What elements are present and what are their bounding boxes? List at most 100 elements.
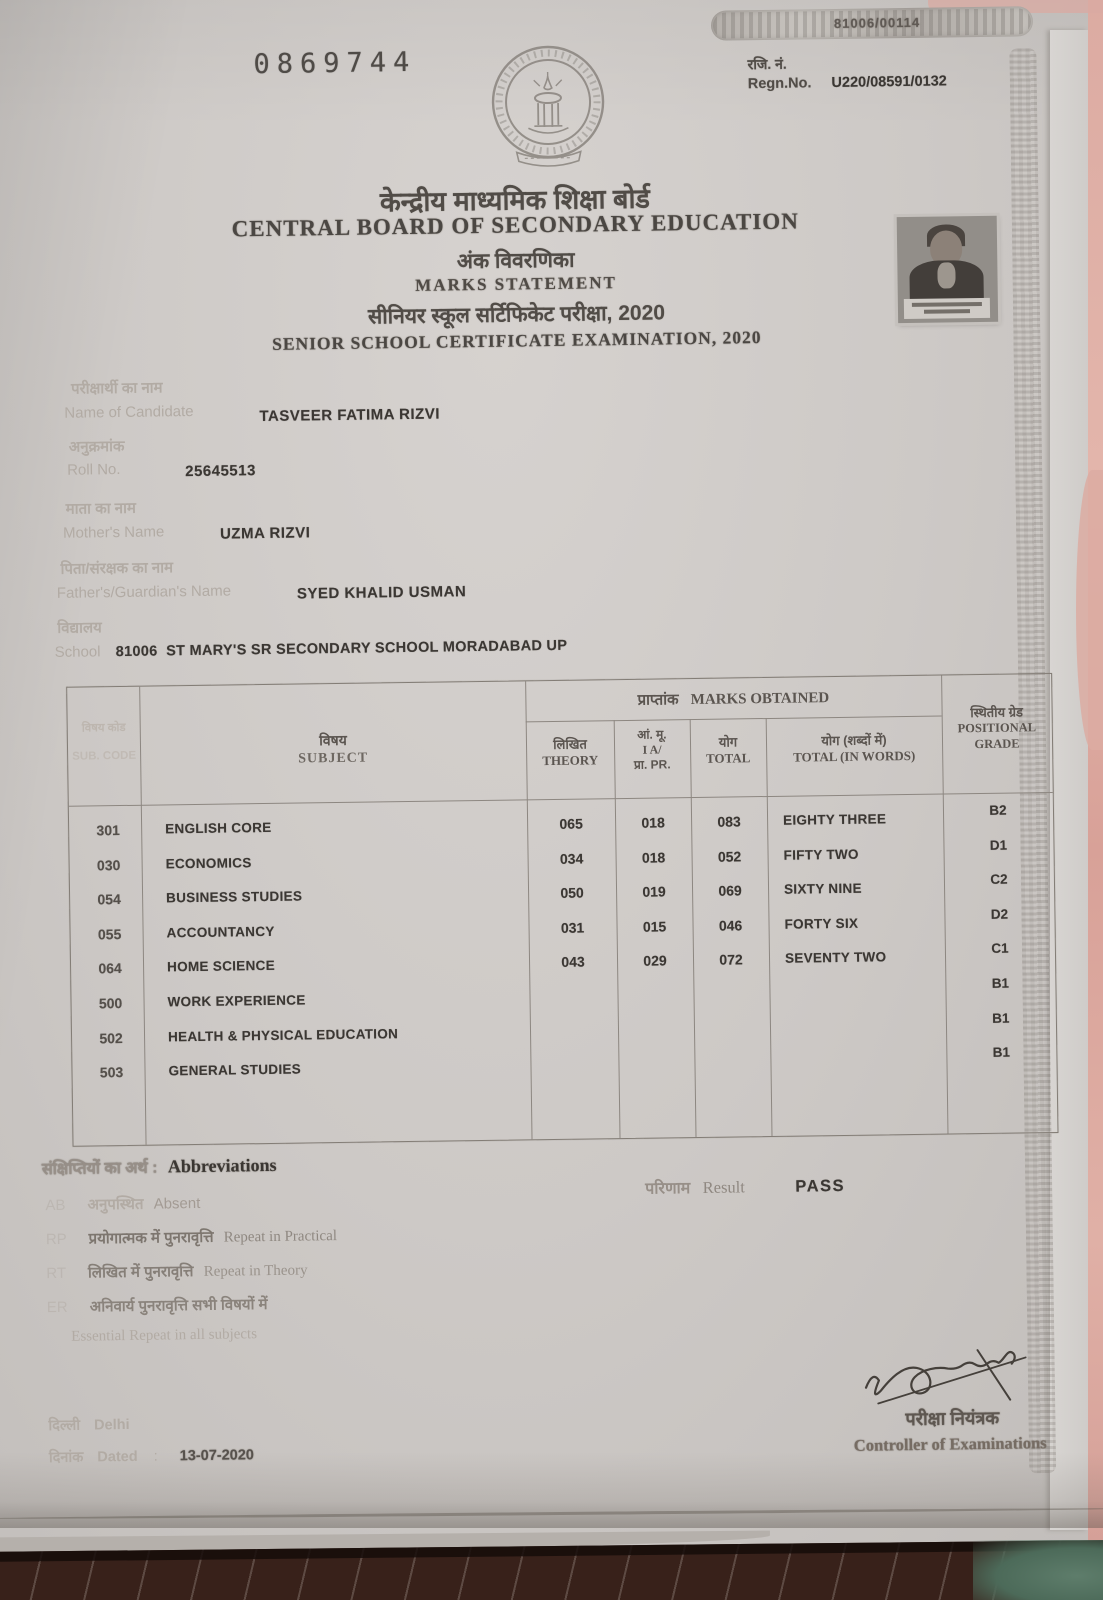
- theory-header-english: THEORY: [542, 752, 599, 769]
- ia-header-line2: I A/: [642, 742, 662, 757]
- marks-table: प्राप्तांक MARKS OBTAINED विषय कोड SUB. …: [66, 673, 1059, 1147]
- mother-label: Mother's Name: [62, 523, 165, 542]
- total-column-header: योग TOTAL: [690, 734, 766, 768]
- subject-code-cell: 055: [97, 926, 122, 943]
- total-header-hindi: योग: [718, 734, 738, 750]
- grade-cell: B2: [989, 802, 1007, 818]
- abbreviation-item: RP प्रयोगात्मक में पुनरावृत्ति Repeat in…: [46, 1225, 337, 1249]
- ia-marks-cell: 019: [642, 883, 666, 900]
- abbr-code: RT: [46, 1264, 66, 1283]
- result-value: PASS: [795, 1176, 846, 1196]
- total-marks-cell: [694, 1021, 770, 1022]
- ia-marks-cell: 015: [642, 918, 667, 935]
- subject-name-cell: HEALTH & PHYSICAL EDUCATION: [167, 1026, 399, 1045]
- abbreviation-item: RT लिखित में पुनरावृत्ति Repeat in Theor…: [46, 1259, 307, 1283]
- dated-value: 13-07-2020: [179, 1447, 255, 1465]
- grade-cell: C2: [990, 871, 1008, 887]
- total-words-cell: EIGHTY THREE: [782, 811, 887, 828]
- abbreviations-title-hindi: संक्षिप्तियों का अर्थ :: [41, 1159, 158, 1179]
- table-line: [525, 715, 942, 723]
- grade-cell: B1: [992, 1044, 1011, 1060]
- ia-marks-cell: [618, 1056, 694, 1057]
- backdrop-pink-strip: [1088, 0, 1103, 1545]
- backdrop-pink-bulge: [1076, 470, 1103, 750]
- abbr-hindi: लिखित में पुनरावृत्ति: [87, 1263, 194, 1282]
- theory-marks-cell: [529, 988, 617, 989]
- grade-header-english1: POSITIONAL: [957, 720, 1037, 736]
- mother-label-hindi: माता का नाम: [65, 499, 137, 518]
- grade-header-hindi: स्थितीय ग्रेड: [970, 704, 1024, 721]
- grade-cell: B1: [991, 975, 1010, 991]
- school-label: School: [54, 643, 101, 661]
- cbse-logo-icon: [491, 45, 605, 167]
- abbr-hindi: अनिवार्य पुनरावृत्ति सभी विषयों में: [89, 1296, 268, 1316]
- theory-marks-cell: 050: [560, 884, 584, 901]
- place-hindi: दिल्ली: [48, 1417, 81, 1435]
- total-marks-cell: 069: [718, 882, 742, 899]
- abbr-code: ER: [46, 1298, 68, 1317]
- abbr-code: AB: [45, 1196, 66, 1215]
- ia-header-line3: प्रा. PR.: [633, 757, 671, 772]
- table-line: [68, 792, 1053, 807]
- grade-cell: D2: [990, 906, 1009, 922]
- subject-name-cell: WORK EXPERIENCE: [167, 992, 306, 1010]
- regn-label-hindi: रजि. नं.: [747, 55, 787, 73]
- paper-bottom-shadow: [0, 1452, 1103, 1528]
- marks-obtained-header: प्राप्तांक MARKS OBTAINED: [525, 688, 941, 713]
- signature-icon: [864, 1349, 1027, 1405]
- dated-line: दिनांक Dated : 13-07-2020: [49, 1444, 254, 1467]
- total-marks-cell: 052: [717, 848, 742, 865]
- total-marks-cell: 072: [719, 951, 743, 968]
- ia-marks-cell: [618, 1022, 694, 1023]
- total-marks-cell: [694, 1055, 770, 1056]
- signatory-title-hindi: परीक्षा नियंत्रक: [905, 1407, 1000, 1430]
- school-label-hindi: विद्यालय: [57, 619, 102, 637]
- dated-label-english: Dated: [97, 1448, 138, 1466]
- green-surface-corner: [973, 1540, 1103, 1600]
- grade-cell: D1: [989, 837, 1008, 853]
- candidate-name-label-hindi: परीक्षार्थी का नाम: [70, 379, 163, 398]
- grade-cell: B1: [992, 1010, 1010, 1026]
- total-words-cell: FIFTY TWO: [783, 846, 859, 863]
- abbr-english: Repeat in Practical: [223, 1228, 338, 1246]
- abbr-hindi: प्रयोगात्मक में पुनरावृत्ति: [88, 1228, 214, 1248]
- underlying-sheet-edge: [1050, 30, 1088, 1530]
- subject-code-cell: 064: [98, 960, 122, 977]
- dated-label-hindi: दिनांक: [48, 1449, 84, 1467]
- theory-header-hindi: लिखित: [553, 736, 587, 752]
- subject-name-cell: ACCOUNTANCY: [166, 923, 275, 941]
- code-header-hindi: विषय कोड: [81, 721, 126, 735]
- theory-marks-cell: 065: [559, 815, 583, 832]
- abbreviation-item: Essential Repeat in all subjects: [71, 1326, 257, 1346]
- ia-marks-cell: 018: [641, 849, 666, 866]
- place-english: Delhi: [93, 1416, 130, 1434]
- abbr-english: Essential Repeat in all subjects: [71, 1326, 258, 1345]
- abbreviations-title-english: Abbreviations: [167, 1154, 277, 1177]
- ia-header-line1: आं. मू.: [637, 727, 667, 742]
- signatory-title-english: Controller of Examinations: [853, 1433, 1047, 1455]
- watermark-number: 81006/00114: [834, 15, 920, 31]
- abbr-english: Repeat in Theory: [203, 1262, 308, 1280]
- table-body: 301 ENGLISH CORE 065 018 083 EIGHTY THRE…: [67, 674, 1051, 1081]
- grade-header-english2: GRADE: [974, 736, 1020, 751]
- words-column-header: योग (शब्दों में) TOTAL (IN WORDS): [766, 732, 942, 767]
- subject-code-cell: 502: [99, 1030, 123, 1047]
- grade-column-header: स्थितीय ग्रेड POSITIONAL GRADE: [942, 704, 1053, 753]
- abbreviation-item: AB अनुपस्थित Absent: [45, 1193, 200, 1215]
- roll-label-hindi: अनुक्रमांक: [68, 437, 125, 456]
- subject-code-cell: 500: [98, 995, 123, 1012]
- ia-marks-cell: 029: [643, 952, 667, 969]
- total-words-cell: SIXTY NINE: [783, 880, 862, 897]
- total-words-cell: SEVENTY TWO: [784, 949, 887, 966]
- regn-label: Regn.No.: [747, 75, 812, 93]
- code-column-header: विषय कोड SUB. CODE: [68, 721, 141, 765]
- father-label: Father's/Guardian's Name: [56, 582, 232, 602]
- father-value: SYED KHALID USMAN: [296, 583, 467, 603]
- mother-value: UZMA RIZVI: [219, 524, 311, 543]
- theory-marks-cell: [530, 1057, 618, 1058]
- regn-number: U220/08591/0132: [831, 73, 947, 92]
- words-header-english: TOTAL (IN WORDS): [793, 748, 916, 765]
- subject-column-header: विषय SUBJECT: [140, 729, 526, 769]
- subject-name-cell: ENGLISH CORE: [165, 819, 272, 837]
